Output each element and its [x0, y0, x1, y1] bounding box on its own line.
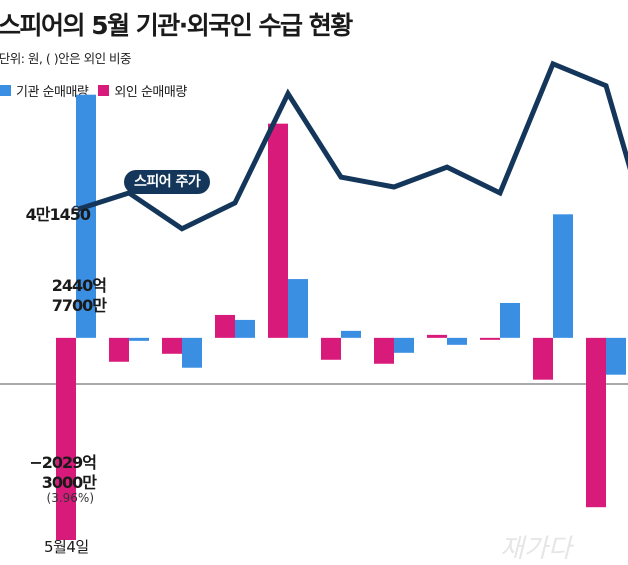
bar-foreign-5 — [321, 337, 341, 360]
bar-institution-2 — [182, 337, 202, 368]
legend-label-foreign: 외인 순매매량 — [114, 85, 187, 100]
legend-swatch-institution — [0, 85, 11, 96]
watermark: 재가다 — [500, 534, 572, 564]
bar-foreign-4 — [268, 123, 288, 338]
bar-foreign-8 — [480, 337, 500, 340]
bar-institution-4 — [288, 279, 308, 338]
bar-institution-3 — [235, 319, 255, 338]
stock-price-label: 스피어 주가 — [124, 170, 211, 194]
chart-title: 스피어의 5월 기관·외국인 수급 현황 — [0, 11, 353, 40]
legend-swatch-foreign — [98, 85, 110, 96]
price-start-marker — [71, 205, 81, 215]
bar-foreign-2 — [162, 337, 182, 354]
foreign-annotation-line1: −2029억 — [29, 453, 97, 472]
bar-foreign-7 — [427, 334, 447, 338]
unit-note-text: 단위: 원, ( )안은 외인 비중 — [0, 51, 132, 66]
bar-foreign-0 — [56, 337, 76, 541]
legend-item-institution: 기관 순매매량 — [0, 81, 89, 100]
bar-institution-9 — [553, 214, 573, 338]
legend: 기관 순매매량 외인 순매매량 — [0, 81, 197, 100]
bar-foreign-9 — [533, 337, 553, 380]
legend-item-foreign: 외인 순매매량 — [98, 81, 187, 100]
bar-institution-10 — [606, 337, 626, 375]
foreign-annotation-line2: 3000만 — [41, 473, 97, 492]
inst-annotation-line1: 2440억 — [51, 276, 107, 295]
legend-label-institution: 기관 순매매량 — [16, 85, 89, 100]
bar-institution-0 — [76, 94, 96, 338]
bar-foreign-3 — [215, 314, 235, 338]
bar-foreign-10 — [586, 337, 606, 508]
x-tick-label: 5월4일 — [44, 538, 89, 556]
bar-institution-8 — [500, 302, 520, 338]
bar-institution-7 — [447, 337, 467, 345]
bar-foreign-6 — [374, 337, 394, 364]
inst-annotation-line2: 7700만 — [51, 296, 107, 315]
start-price-label: 4만1450 — [25, 205, 91, 224]
bar-institution-6 — [394, 337, 414, 353]
bar-institution-1 — [129, 337, 149, 341]
bar-foreign-1 — [109, 337, 129, 362]
price-line — [75, 60, 628, 232]
foreign-annotation-line3: (3.96%) — [46, 491, 94, 505]
bar-institution-5 — [341, 330, 361, 338]
unit-note: ʳ단위: 원, ( )안은 외인 비중 — [0, 48, 132, 67]
